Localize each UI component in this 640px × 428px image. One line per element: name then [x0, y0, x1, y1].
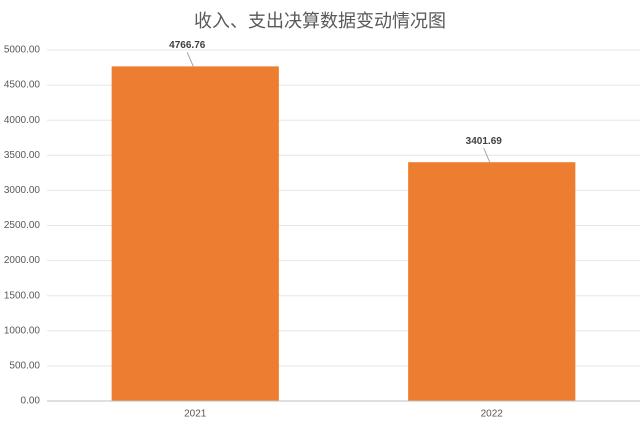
y-tick-label: 4500.00: [4, 80, 41, 91]
leader-line: [483, 148, 491, 163]
y-tick-label: 5000.00: [4, 45, 41, 56]
leader-line: [186, 52, 194, 67]
y-tick-label: 4000.00: [4, 115, 41, 126]
chart-title: 收入、支出决算数据变动情况图: [194, 11, 446, 31]
y-tick-label: 500.00: [9, 361, 40, 372]
bar: [408, 162, 576, 401]
y-tick-label: 1500.00: [4, 290, 41, 301]
y-tick-label: 1000.00: [4, 325, 41, 336]
data-label: 3401.69: [466, 136, 503, 147]
x-tick-label: 2021: [184, 409, 207, 420]
data-label: 4766.76: [169, 40, 206, 51]
bar: [111, 66, 279, 402]
y-tick-label: 3500.00: [4, 150, 41, 161]
x-tick-label: 2022: [481, 409, 504, 420]
y-tick-label: 3000.00: [4, 185, 41, 196]
y-tick-label: 0.00: [21, 396, 41, 407]
y-tick-label: 2000.00: [4, 255, 41, 266]
y-tick-label: 2500.00: [4, 220, 41, 231]
